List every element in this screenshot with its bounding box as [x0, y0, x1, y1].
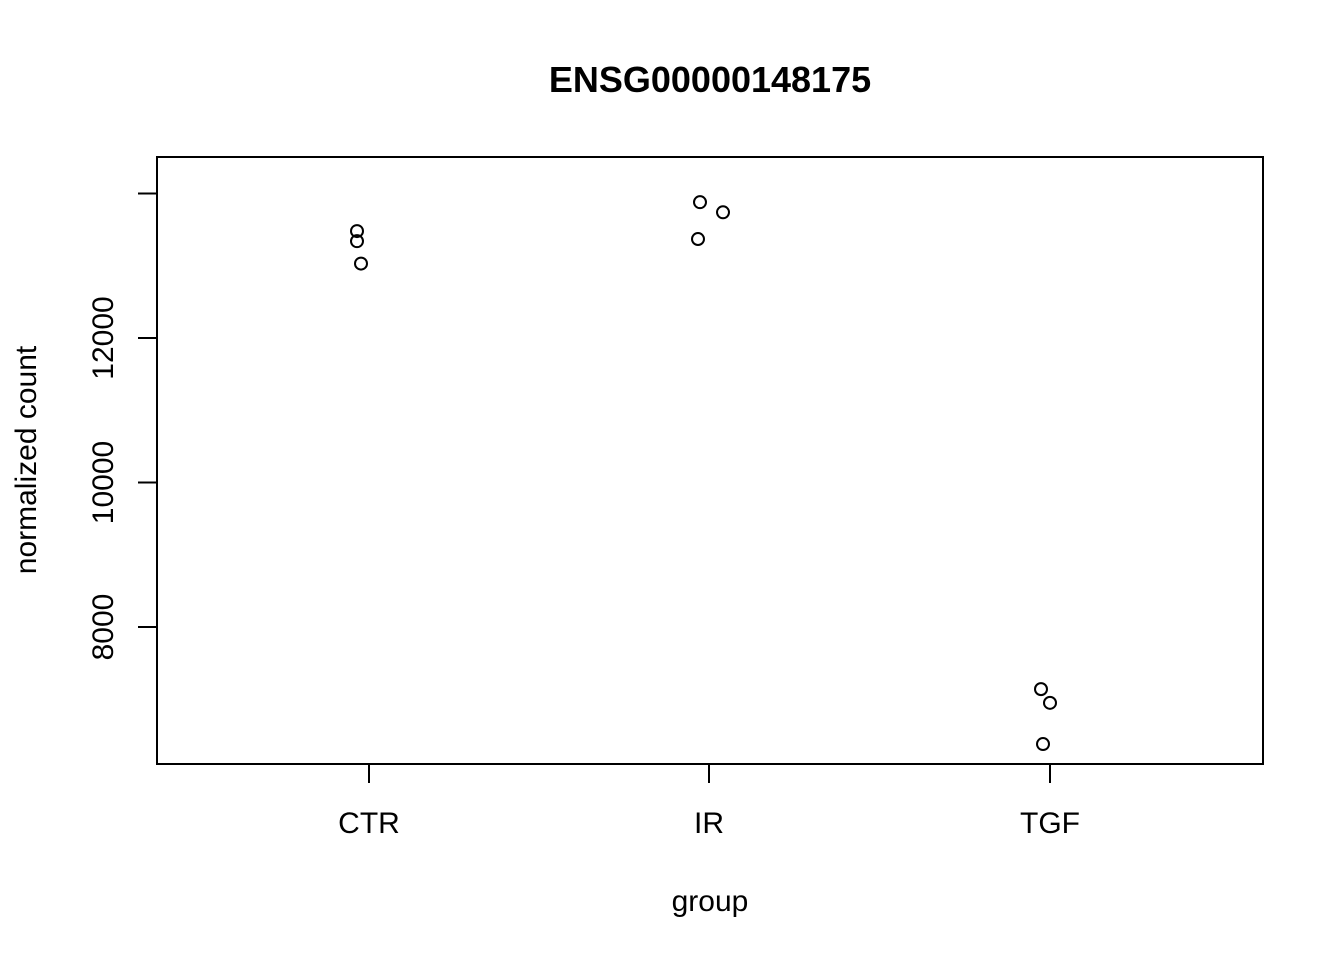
data-points: [350, 195, 1057, 752]
x-axis: CTR IR TGF: [338, 764, 1080, 840]
x-tick-label: CTR: [338, 807, 400, 840]
x-tick-label: TGF: [1020, 807, 1080, 840]
y-axis-label: normalized count: [10, 345, 43, 574]
y-tick-label: 8000: [87, 594, 120, 661]
y-axis: 8000 10000 12000: [87, 179, 158, 661]
data-point: [350, 224, 364, 239]
chart-title: ENSG00000148175: [549, 59, 871, 100]
x-tick-label: IR: [694, 807, 724, 840]
x-axis-label: group: [672, 885, 749, 918]
y-tick-label: 10000: [87, 441, 120, 524]
data-point: [1043, 695, 1057, 710]
data-point: [1034, 682, 1048, 697]
data-point: [1036, 737, 1050, 752]
data-point: [354, 256, 368, 271]
data-point: [350, 234, 364, 249]
data-point: [716, 205, 730, 220]
data-point: [693, 195, 707, 210]
data-point: [691, 232, 705, 247]
y-tick-label: 12000: [87, 296, 120, 379]
plot-frame: [156, 156, 1264, 765]
